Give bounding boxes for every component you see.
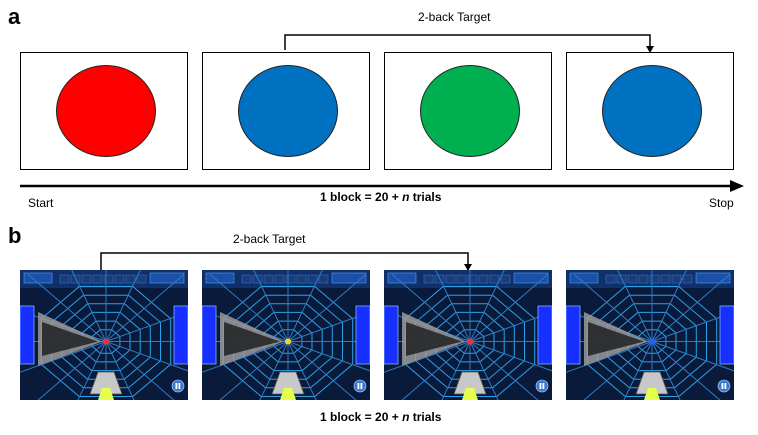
game-scene bbox=[20, 270, 188, 400]
game-frame-4 bbox=[566, 270, 734, 400]
game-scene bbox=[202, 270, 370, 400]
panel-a-target-bracket bbox=[284, 34, 651, 50]
stimulus-frame-1 bbox=[20, 52, 188, 170]
timeline-start-label: Start bbox=[28, 196, 54, 210]
panel-a-block-label: 1 block = 20 + n trials bbox=[320, 190, 441, 204]
ship bbox=[89, 371, 123, 400]
game-scene bbox=[566, 270, 734, 400]
panel-a-target-arrowhead bbox=[646, 46, 654, 53]
stimulus-frame-4 bbox=[566, 52, 734, 170]
ship bbox=[635, 371, 669, 400]
stimulus-frame-3 bbox=[384, 52, 552, 170]
timeline-stop-label: Stop bbox=[709, 196, 734, 210]
panel-b-block-label: 1 block = 20 + n trials bbox=[320, 410, 441, 424]
block-label-prefix: 1 block = 20 + bbox=[320, 410, 403, 424]
stimulus-circle bbox=[238, 65, 338, 157]
stimulus-circle bbox=[56, 65, 156, 157]
panel-b-label: b bbox=[8, 223, 22, 248]
center-target-marker bbox=[103, 338, 109, 345]
stimulus-circle bbox=[420, 65, 520, 157]
stimulus-circle bbox=[602, 65, 702, 157]
stimulus-frame-2 bbox=[202, 52, 370, 170]
timeline-arrowhead bbox=[730, 180, 744, 192]
game-scene bbox=[384, 270, 552, 400]
game-frame-2 bbox=[202, 270, 370, 400]
center-target-marker bbox=[467, 338, 473, 345]
panel-b-target-label: 2-back Target bbox=[233, 232, 306, 246]
block-label-var: n bbox=[402, 190, 410, 204]
center-target-marker bbox=[285, 338, 291, 345]
ship bbox=[453, 371, 487, 400]
panel-a-label: a bbox=[8, 4, 21, 29]
center-target-marker bbox=[649, 338, 655, 345]
block-label-suffix: trials bbox=[409, 190, 442, 204]
game-frame-1 bbox=[20, 270, 188, 400]
tunnel bbox=[384, 270, 552, 400]
block-label-var: n bbox=[402, 410, 410, 424]
ship bbox=[271, 371, 305, 400]
block-label-suffix: trials bbox=[409, 410, 442, 424]
tunnel bbox=[566, 270, 734, 400]
game-frame-3 bbox=[384, 270, 552, 400]
block-label-prefix: 1 block = 20 + bbox=[320, 190, 403, 204]
panel-a-target-label: 2-back Target bbox=[418, 10, 491, 24]
panel-b-target-arrowhead bbox=[464, 264, 472, 271]
panel-b-target-bracket bbox=[100, 252, 469, 270]
